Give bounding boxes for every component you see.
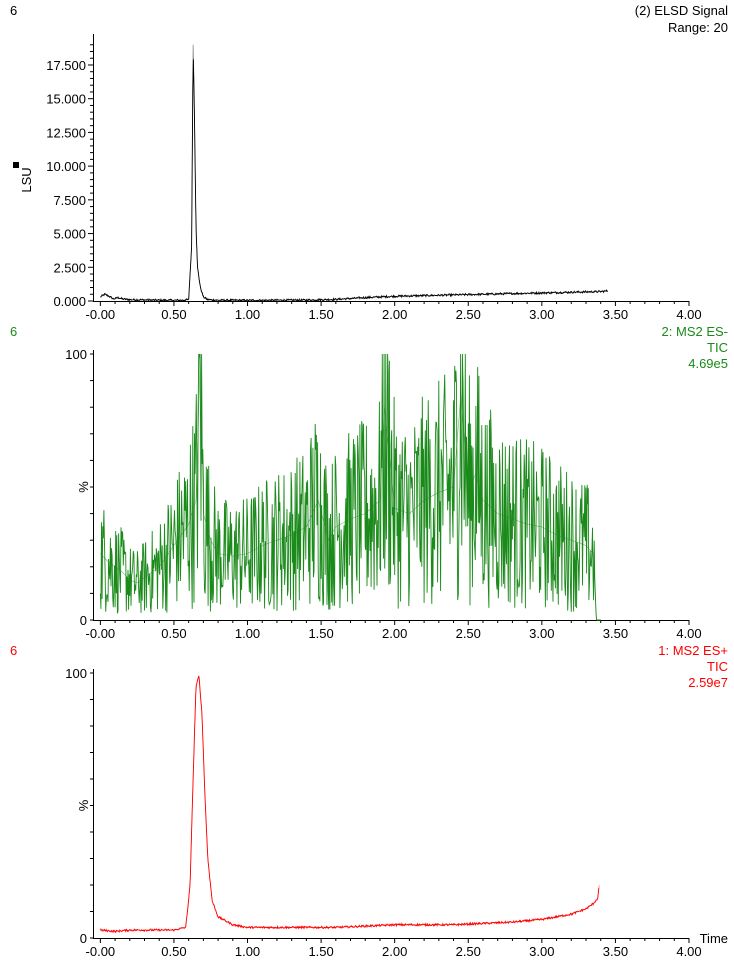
y-tick-label: 5.000	[53, 227, 86, 242]
y-tick-label: 10.000	[46, 159, 86, 174]
x-tick-label: 1.50	[308, 944, 333, 959]
x-tick-label: 3.50	[603, 626, 628, 641]
x-tick-label: 3.50	[603, 307, 628, 322]
x-tick-label: 4.00	[676, 944, 701, 959]
panel-id-label: 6	[10, 324, 17, 339]
y-tick-label: 2.500	[53, 260, 86, 275]
x-tick-label: 2.50	[456, 944, 481, 959]
series-trace	[99, 675, 600, 934]
x-tick-label: 0.50	[161, 626, 186, 641]
x-tick-label: 1.00	[235, 944, 260, 959]
y-axis-label: LSU	[19, 167, 34, 192]
x-tick-label: -0.00	[86, 944, 116, 959]
y-tick-label: 12.500	[46, 125, 86, 140]
x-tick-label: -0.00	[86, 307, 116, 322]
x-tick-label: 1.50	[308, 626, 333, 641]
x-tick-label: 4.00	[676, 626, 701, 641]
x-tick-label: 2.50	[456, 626, 481, 641]
panel-scale: 4.69e5	[688, 356, 728, 371]
panel-title: 2: MS2 ES-	[662, 324, 728, 339]
x-tick-label: 3.00	[529, 307, 554, 322]
series-anchor-trace	[100, 675, 600, 932]
y-axis-label: %	[76, 481, 91, 493]
x-tick-label: 0.50	[161, 307, 186, 322]
x-tick-label: 3.50	[603, 944, 628, 959]
y-tick-label: 15.000	[46, 92, 86, 107]
y-tick-label: 17.500	[46, 58, 86, 73]
y-tick-label: 100	[65, 347, 87, 362]
chart-panel-1: 6 (2) ELSD Signal Range: 20 -0.00 0.50 1.00 1.…	[10, 3, 728, 322]
x-tick-label: -0.00	[86, 626, 116, 641]
x-tick-label: 2.00	[382, 944, 407, 959]
panel-subtitle: Range: 20	[668, 20, 728, 35]
panel-id-label: 6	[10, 3, 17, 18]
series-anchor-trace	[100, 353, 601, 621]
x-tick-label: 2.00	[382, 626, 407, 641]
x-axis-label: Time	[700, 931, 728, 946]
x-tick-label: 1.50	[308, 307, 333, 322]
y-tick-label: 7.500	[53, 193, 86, 208]
panel-scale: 2.59e7	[688, 675, 728, 690]
y-tick-label: 0.000	[53, 294, 86, 309]
x-tick-label: 1.00	[235, 626, 260, 641]
panel-title: (2) ELSD Signal	[635, 3, 728, 18]
y-tick-label: 0	[80, 931, 87, 946]
panel-subtitle: TIC	[707, 659, 728, 674]
panel-id-label: 6	[10, 643, 17, 658]
x-tick-label: 3.00	[529, 626, 554, 641]
y-tick-label: 0	[80, 613, 87, 628]
x-tick-label: 3.00	[529, 944, 554, 959]
panel-title: 1: MS2 ES+	[658, 643, 728, 658]
series-trace	[100, 59, 608, 303]
series-trace	[99, 353, 601, 621]
ylabel-marker-icon	[13, 162, 19, 168]
y-tick-label: 100	[65, 666, 87, 681]
x-tick-label: 2.00	[382, 307, 407, 322]
y-axis-label: %	[76, 799, 91, 811]
panel-subtitle: TIC	[707, 340, 728, 355]
series-anchor-trace	[100, 44, 609, 301]
x-tick-label: 1.00	[235, 307, 260, 322]
x-tick-label: 2.50	[456, 307, 481, 322]
x-tick-label: 4.00	[676, 307, 701, 322]
x-tick-label: 0.50	[161, 944, 186, 959]
